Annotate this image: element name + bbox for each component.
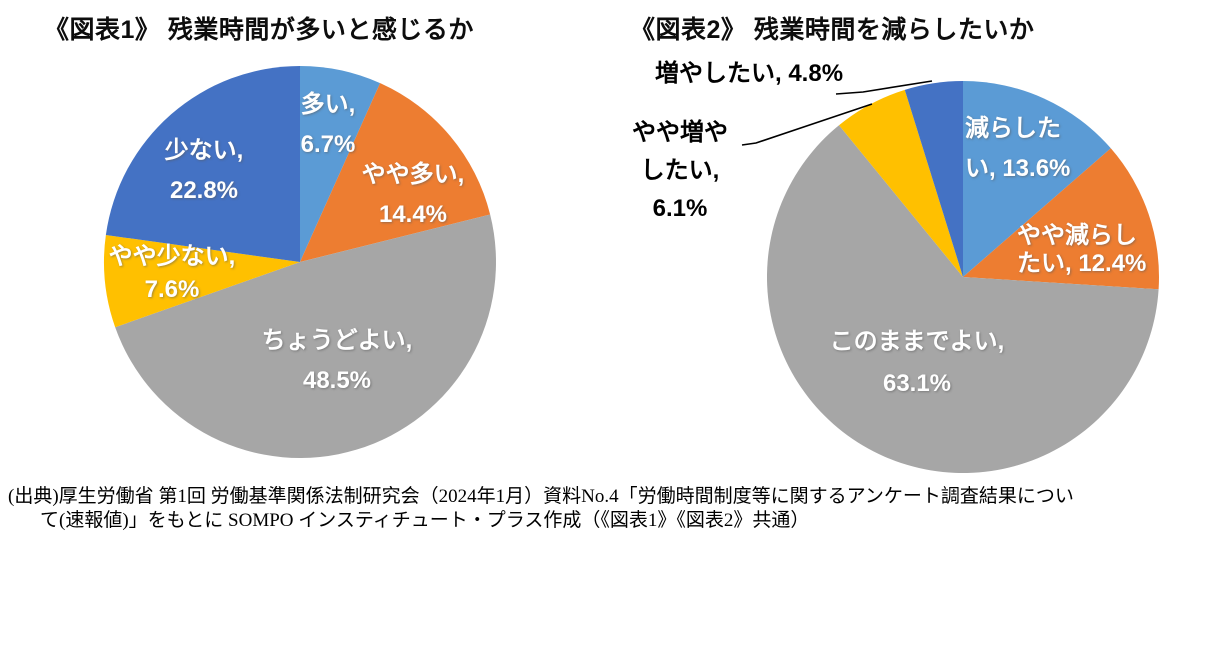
- label-somewhat-few-value: 7.6%: [144, 276, 200, 303]
- label-keep-as-is: このままでよい, 63.1%: [797, 321, 1037, 405]
- label-want-reduce-line2: い, 13.6%: [965, 155, 1071, 182]
- source-note: (出典)厚生労働省 第1回 労働基準関係法制研究会（2024年1月）資料No.4…: [8, 485, 1220, 533]
- label-just-right-value: 48.5%: [302, 367, 372, 394]
- pie-slice-やや減らしたい: [963, 148, 1159, 290]
- label-somewhat-increase-line2: したい,: [640, 157, 720, 184]
- source-note-line1: (出典)厚生労働省 第1回 労働基準関係法制研究会（2024年1月）資料No.4…: [8, 486, 1074, 507]
- label-somewhat-increase-value: 6.1%: [652, 195, 708, 222]
- pie-slice-多い: [300, 66, 381, 262]
- leader-line-want-increase: [835, 80, 933, 95]
- label-somewhat-reduce-line1: やや減らし: [1017, 222, 1137, 249]
- label-want-increase: 増やしたい, 4.8%: [655, 61, 885, 87]
- label-somewhat-many-name: やや多い,: [361, 161, 465, 188]
- chart2-title: 《図表2》 残業時間を減らしたいか: [630, 16, 1035, 44]
- pie-chart-overtime-feeling: [103, 66, 496, 458]
- label-somewhat-reduce-line2: たい, 12.4%: [1017, 250, 1147, 277]
- label-somewhat-increase: やや増や したい, 6.1%: [610, 114, 750, 228]
- label-somewhat-few: やや少ない, 7.6%: [87, 240, 257, 306]
- pie-slice-このままでよい: [766, 125, 1159, 474]
- label-few: 少ない, 22.8%: [129, 131, 279, 211]
- label-just-right-name: ちょうどよい,: [261, 327, 413, 354]
- label-somewhat-many-value: 14.4%: [378, 201, 448, 228]
- label-many: 多い, 6.7%: [263, 85, 393, 165]
- pie-slice-ちょうどよい: [115, 214, 496, 458]
- pie-slice-減らしたい: [963, 81, 1111, 277]
- label-want-reduce-line1: 減らした: [965, 115, 1061, 142]
- pie-slice-増やしたい: [904, 81, 963, 277]
- label-few-value: 22.8%: [169, 177, 239, 204]
- label-just-right: ちょうどよい, 48.5%: [232, 321, 442, 401]
- source-note-line2: て(速報値)」をもとに SOMPO インスティチュート・プラス作成（《図表1》《…: [40, 510, 810, 531]
- label-many-name: 多い,: [300, 91, 356, 118]
- pie-slice-やや少ない: [103, 234, 300, 328]
- label-keep-as-is-name: このままでよい,: [829, 328, 1005, 355]
- pie-slice-やや多い: [300, 83, 491, 262]
- label-many-value: 6.7%: [300, 131, 356, 158]
- label-somewhat-reduce: やや減らし たい, 12.4%: [1017, 222, 1157, 278]
- label-somewhat-increase-line1: やや増や: [632, 119, 728, 146]
- label-want-reduce: 減らした い, 13.6%: [965, 109, 1100, 189]
- pie-slice-少ない: [105, 66, 301, 262]
- chart1-title: 《図表1》 残業時間が多いと感じるか: [44, 16, 474, 44]
- label-keep-as-is-value: 63.1%: [882, 370, 952, 397]
- leader-line-somewhat-increase: [741, 103, 873, 146]
- label-few-name: 少ない,: [164, 137, 244, 164]
- label-somewhat-few-name: やや少ない,: [108, 243, 236, 270]
- pie-slice-やや増やしたい: [839, 89, 963, 277]
- label-want-increase-text: 増やしたい, 4.8%: [655, 60, 844, 87]
- label-somewhat-many: やや多い, 14.4%: [338, 155, 488, 235]
- pie-chart-overtime-wish: [766, 81, 1159, 474]
